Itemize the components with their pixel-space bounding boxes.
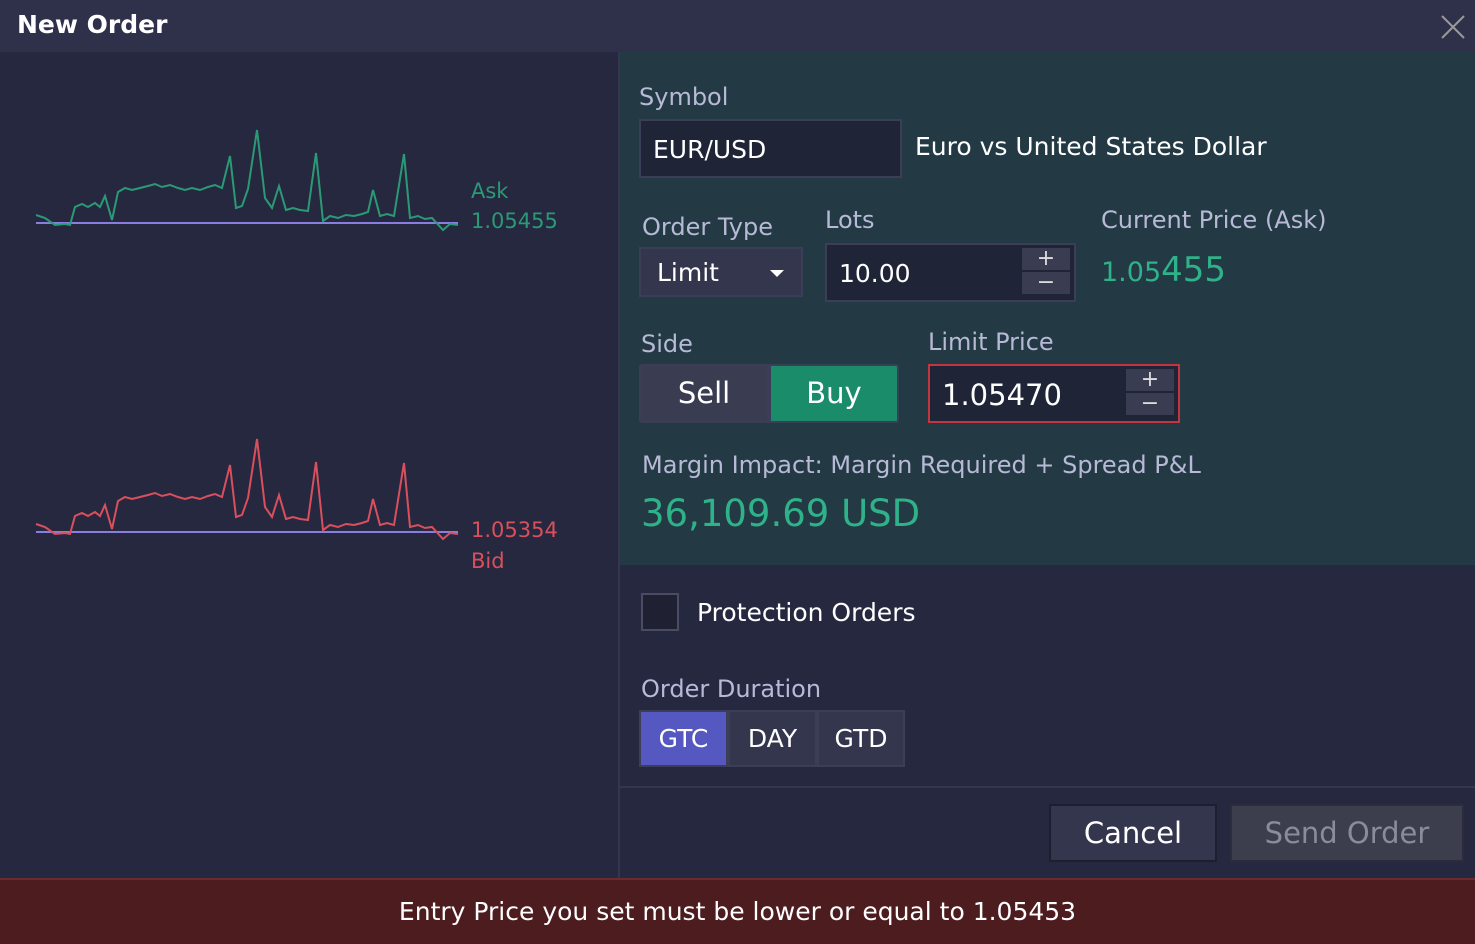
symbol-value: EUR/USD (653, 135, 767, 164)
ask-sparkline (35, 129, 459, 231)
duration-gtd[interactable]: GTD (817, 710, 905, 767)
side-label: Side (641, 330, 693, 358)
duration-label: Order Duration (641, 675, 822, 703)
current-price: 1.05455 (1101, 250, 1226, 290)
sell-button[interactable]: Sell (639, 364, 769, 423)
divider (620, 786, 1475, 788)
increment[interactable]: + (1126, 369, 1174, 391)
sparklines (35, 129, 459, 540)
decrement[interactable]: − (1126, 393, 1174, 415)
protection-checkbox[interactable] (641, 593, 679, 631)
increment[interactable]: + (1022, 248, 1070, 270)
symbol-label: Symbol (639, 83, 729, 111)
bid-sparkline (35, 438, 459, 540)
header: New Order (0, 0, 1475, 52)
ask-label: Ask (471, 179, 509, 203)
order-type-value: Limit (657, 258, 719, 287)
price-pips: 455 (1161, 250, 1227, 290)
bid-value: 1.05354 (471, 518, 558, 542)
price-main: 1.05 (1101, 257, 1162, 288)
lots-input[interactable]: 10.00 + − (825, 243, 1076, 302)
margin-label: Margin Impact: Margin Required + Spread … (642, 451, 1201, 479)
symbol-name: Euro vs United States Dollar (915, 132, 1267, 161)
dropdown-arrow (770, 270, 784, 277)
lots-value: 10.00 (839, 259, 911, 288)
margin-value: 36,109.69 USD (641, 492, 921, 535)
order-type-select[interactable]: Limit (639, 247, 803, 297)
ask-value: 1.05455 (471, 209, 558, 233)
limit-price-stepper: + − (1126, 367, 1174, 417)
duration-day[interactable]: DAY (728, 710, 817, 767)
decrement[interactable]: − (1022, 272, 1070, 294)
duration-gtc[interactable]: GTC (639, 710, 728, 767)
limit-price-value: 1.05470 (942, 378, 1062, 412)
send-order-button[interactable]: Send Order (1230, 804, 1464, 862)
cancel-button[interactable]: Cancel (1049, 804, 1217, 862)
error-banner: Entry Price you set must be lower or equ… (0, 878, 1475, 943)
dialog-title: New Order (17, 10, 168, 39)
limit-price-label: Limit Price (928, 328, 1054, 356)
symbol-input[interactable]: EUR/USD (639, 119, 902, 178)
close-button[interactable] (1440, 14, 1466, 40)
current-price-label: Current Price (Ask) (1101, 206, 1327, 234)
lots-stepper: + − (1022, 246, 1070, 296)
limit-price-input[interactable]: 1.05470 + − (928, 364, 1180, 423)
buy-button[interactable]: Buy (769, 364, 899, 423)
bid-label: Bid (471, 549, 505, 573)
protection-orders-label: Protection Orders (697, 598, 916, 627)
lots-label: Lots (825, 206, 875, 234)
order-type-label: Order Type (642, 213, 773, 241)
